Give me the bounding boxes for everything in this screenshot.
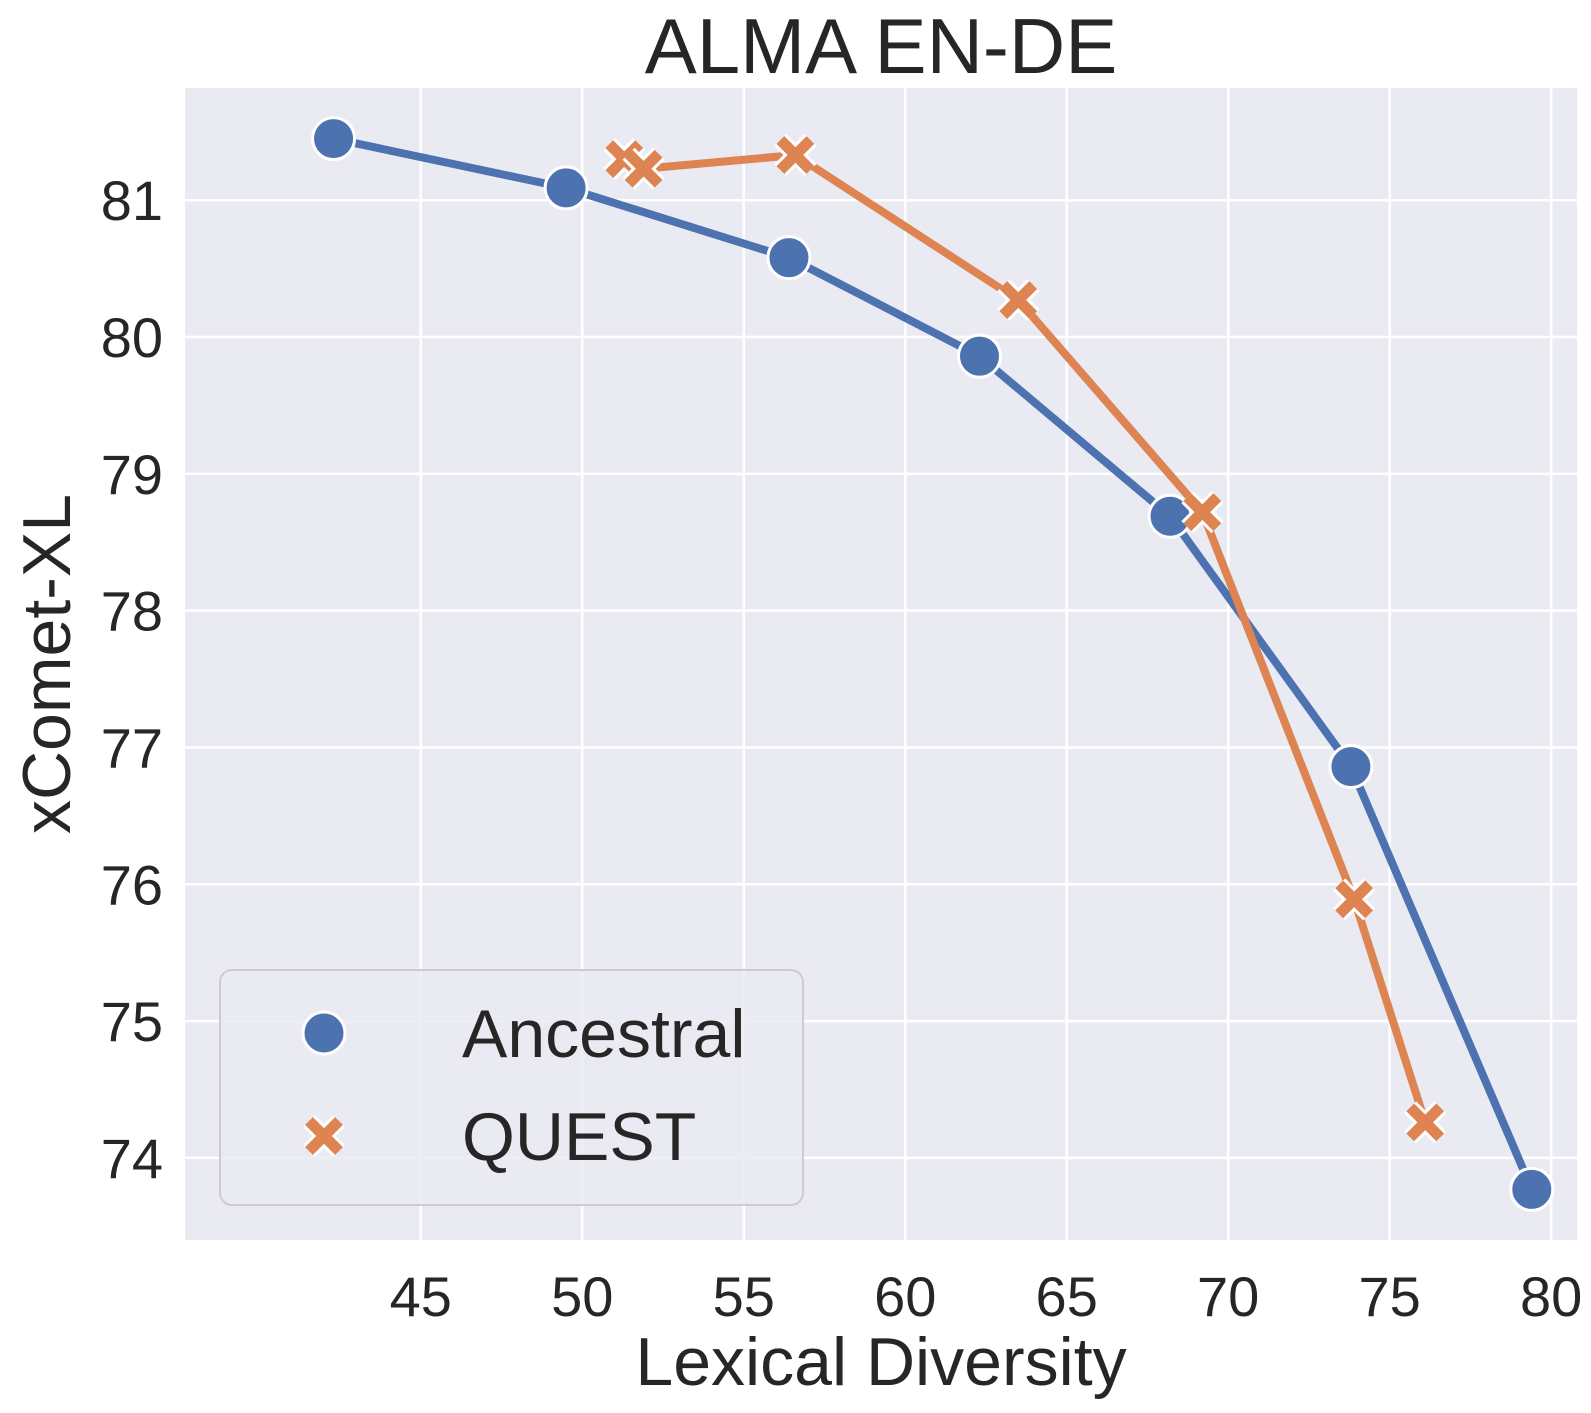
data-point-quest bbox=[1181, 491, 1224, 534]
y-tick-label: 81 bbox=[101, 169, 163, 232]
legend-box bbox=[219, 969, 804, 1206]
y-tick-labels: 74 75 76 77 78 79 80 81 bbox=[101, 169, 163, 1190]
x-tick-label: 80 bbox=[1520, 1265, 1582, 1328]
x-tick-label: 55 bbox=[713, 1265, 775, 1328]
y-tick-label: 77 bbox=[101, 716, 163, 779]
y-tick-label: 75 bbox=[101, 990, 163, 1053]
data-point-quest bbox=[997, 279, 1040, 322]
data-point-quest bbox=[1404, 1101, 1447, 1144]
data-point-ancestral bbox=[957, 333, 1003, 379]
legend-marker-quest bbox=[302, 1114, 346, 1158]
data-point-ancestral bbox=[1328, 744, 1374, 790]
data-point-ancestral bbox=[1509, 1166, 1555, 1212]
x-axis-label: Lexical Diversity bbox=[635, 1324, 1126, 1400]
x-tick-label: 70 bbox=[1197, 1265, 1259, 1328]
data-point-quest bbox=[622, 147, 665, 190]
x-tick-labels: 45 50 55 60 65 70 75 80 bbox=[390, 1265, 1583, 1328]
data-point-ancestral bbox=[311, 116, 357, 162]
legend-marker-ancestral bbox=[301, 1010, 347, 1056]
y-tick-label: 80 bbox=[101, 306, 163, 369]
data-point-quest bbox=[774, 134, 817, 177]
y-axis-label: xComet-XL bbox=[9, 494, 85, 834]
x-tick-label: 45 bbox=[390, 1265, 452, 1328]
legend: Ancestral QUEST bbox=[219, 969, 804, 1206]
data-point-quest bbox=[1333, 878, 1376, 921]
x-tick-label: 65 bbox=[1036, 1265, 1098, 1328]
x-tick-label: 75 bbox=[1359, 1265, 1421, 1328]
y-tick-label: 74 bbox=[101, 1127, 163, 1190]
data-point-ancestral bbox=[766, 235, 812, 281]
legend-label-ancestral: Ancestral bbox=[462, 996, 745, 1072]
x-tick-label: 50 bbox=[551, 1265, 613, 1328]
x-tick-label: 60 bbox=[874, 1265, 936, 1328]
chart-title: ALMA EN-DE bbox=[645, 2, 1117, 90]
y-tick-label: 79 bbox=[101, 443, 163, 506]
data-point-ancestral bbox=[543, 165, 589, 211]
legend-label-quest: QUEST bbox=[462, 1099, 696, 1175]
y-tick-label: 78 bbox=[101, 580, 163, 643]
series-markers bbox=[311, 116, 1555, 1212]
y-tick-label: 76 bbox=[101, 853, 163, 916]
